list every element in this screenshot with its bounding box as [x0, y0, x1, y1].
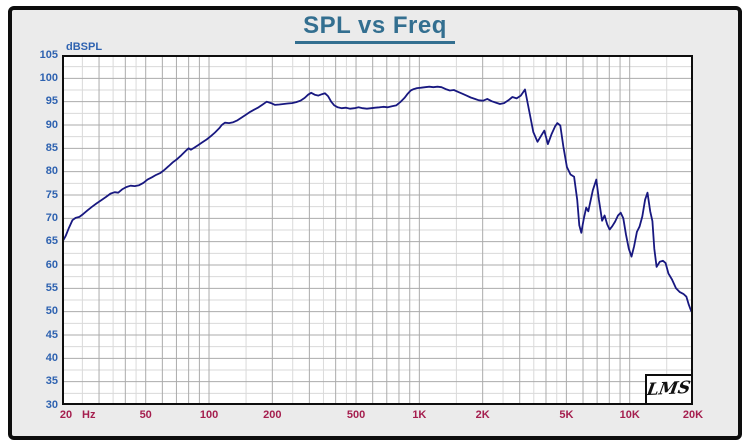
y-tick-label: 30	[45, 398, 58, 411]
y-axis-unit-label: dBSPL	[66, 41, 103, 53]
plot-border	[62, 55, 693, 405]
x-tick-label: 50	[139, 409, 152, 421]
y-tick-label: 80	[45, 165, 58, 178]
y-tick-label: 100	[39, 71, 58, 84]
page-title: SPL vs Freq	[295, 12, 455, 44]
x-tick-label: 1K	[412, 409, 427, 421]
x-tick-label: 200	[263, 409, 282, 421]
frequency-response-plot	[62, 55, 693, 405]
x-tick-label: 20K	[682, 409, 704, 421]
y-tick-label: 35	[45, 375, 58, 388]
y-tick-label: 90	[45, 118, 58, 131]
lms-logo: LMS	[645, 374, 693, 405]
y-tick-label: 45	[45, 328, 58, 341]
y-tick-label: 50	[45, 305, 58, 318]
y-tick-label: 105	[39, 48, 58, 61]
x-tick-label: 100	[199, 409, 219, 421]
plot-area	[62, 55, 693, 405]
x-tick-label: 500	[346, 409, 366, 421]
x-tick-label: 10K	[619, 409, 640, 421]
lms-logo-text: LMS	[645, 377, 693, 401]
x-axis-unit-label: Hz	[82, 409, 96, 421]
chart-title-row: SPL vs Freq	[0, 12, 750, 44]
x-tick-label: 5K	[559, 409, 574, 421]
y-tick-label: 75	[45, 188, 58, 201]
y-tick-label: 55	[45, 281, 58, 294]
y-tick-label: 65	[45, 235, 58, 248]
spl-curve	[62, 85, 693, 315]
x-tick-label: 20	[59, 409, 73, 421]
y-tick-label: 85	[45, 141, 58, 154]
y-tick-label: 40	[45, 351, 58, 364]
y-tick-label: 70	[45, 211, 58, 224]
y-tick-label: 60	[45, 258, 58, 271]
y-tick-label: 95	[45, 95, 58, 108]
x-tick-label: 2K	[475, 409, 490, 421]
